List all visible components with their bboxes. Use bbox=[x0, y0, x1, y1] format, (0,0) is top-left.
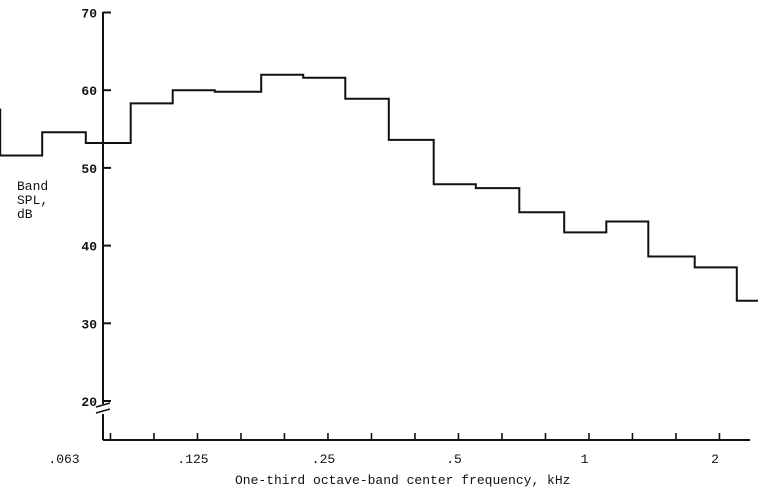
y-tick-label: 40 bbox=[81, 240, 97, 255]
x-tick-label: .25 bbox=[312, 452, 335, 467]
y-axis-label-line-3: dB bbox=[17, 207, 33, 222]
y-axis-label-line-1: Band bbox=[17, 179, 48, 194]
axes bbox=[95, 12, 750, 441]
y-tick-label: 30 bbox=[81, 317, 97, 332]
y-tick-label: 20 bbox=[81, 395, 97, 410]
x-tick-label: .125 bbox=[177, 452, 208, 467]
y-tick-label: 60 bbox=[81, 84, 97, 99]
y-tick-label: 50 bbox=[81, 162, 97, 177]
x-axis-label: One-third octave-band center frequency, … bbox=[235, 473, 570, 488]
y-tick-label: 70 bbox=[81, 7, 97, 22]
axis-break-mark bbox=[95, 402, 111, 414]
x-tick-label: 2 bbox=[711, 452, 719, 467]
x-tick-label: .063 bbox=[48, 452, 79, 467]
band-spl-step-line bbox=[0, 73, 758, 302]
x-tick-label: .5 bbox=[446, 452, 462, 467]
y-axis-label-line-2: SPL, bbox=[17, 193, 48, 208]
x-tick-label: 1 bbox=[581, 452, 589, 467]
